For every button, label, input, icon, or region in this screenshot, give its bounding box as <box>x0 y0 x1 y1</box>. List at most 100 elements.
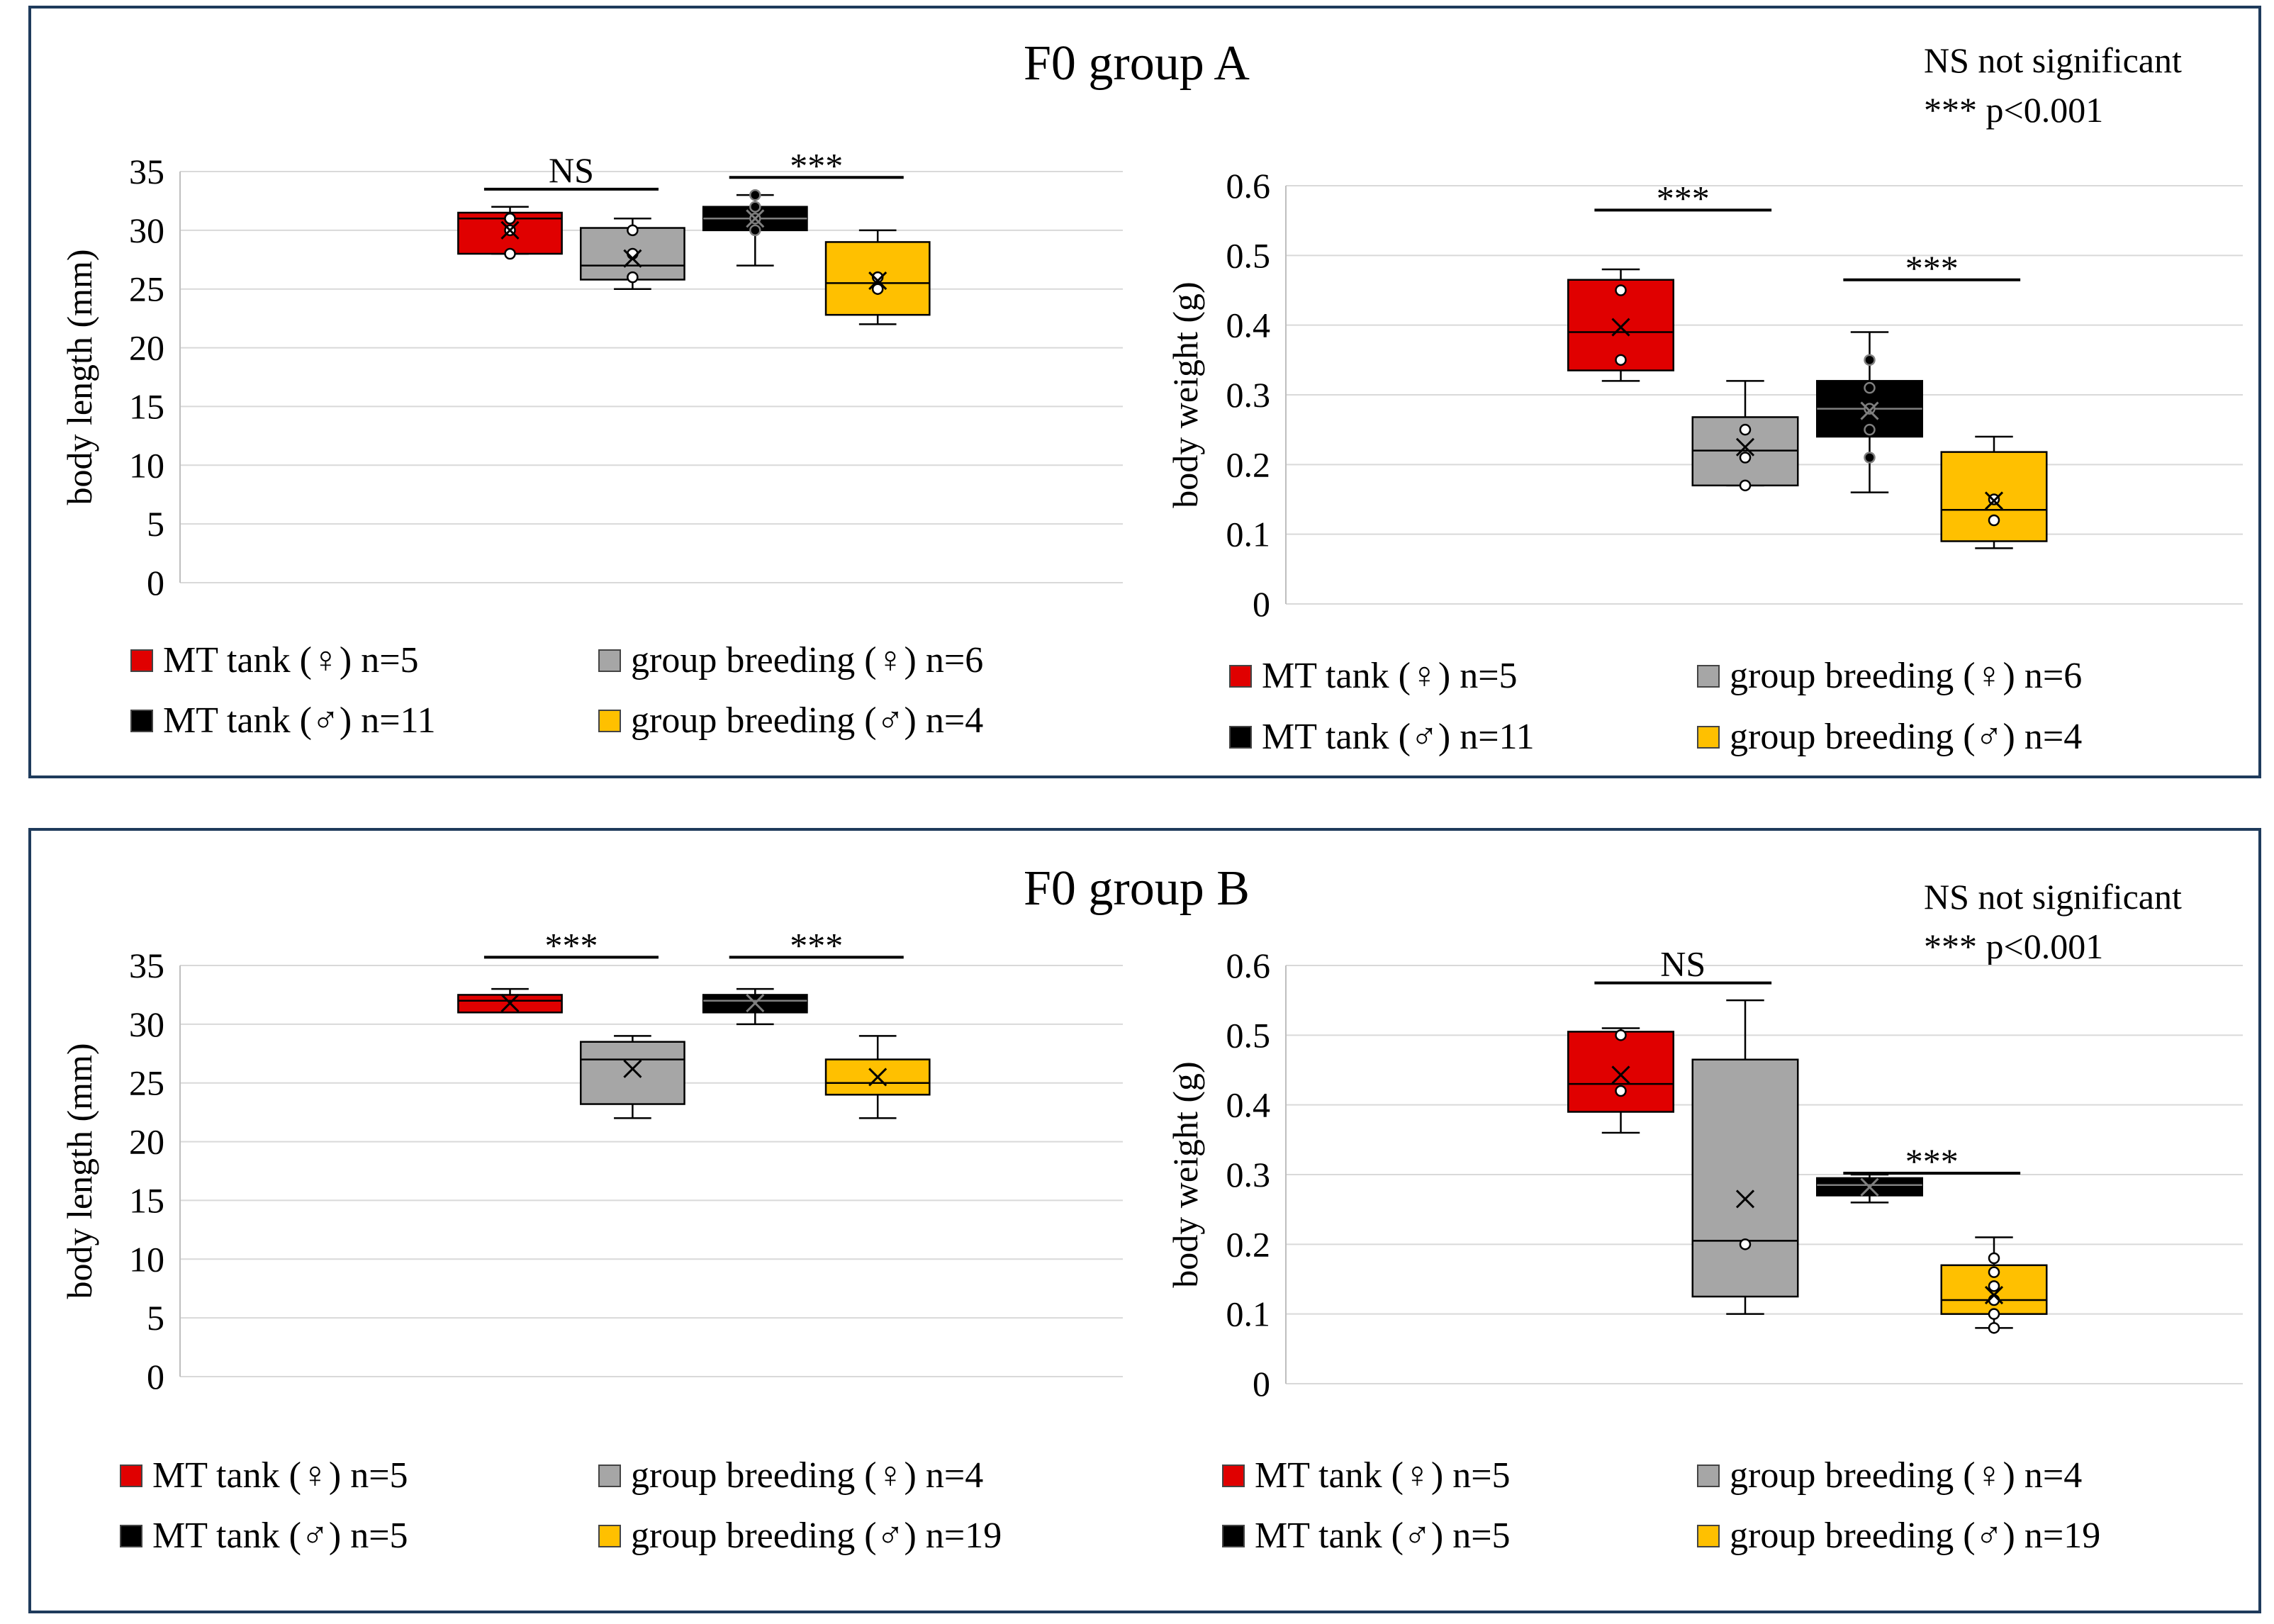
legend-item: MT tank (♀) n=5 <box>1229 655 1518 697</box>
data-point <box>1739 423 1752 436</box>
legend-label: group breeding (♀) n=6 <box>631 640 984 681</box>
legend-item: group breeding (♂) n=19 <box>598 1515 1002 1557</box>
mean-marker <box>1611 318 1630 337</box>
legend-item: group breeding (♀) n=6 <box>598 639 983 681</box>
legend-item: MT tank (♀) n=5 <box>1222 1455 1511 1496</box>
box-gray <box>1691 1058 1799 1298</box>
data-point <box>1615 284 1627 296</box>
legend-item: group breeding (♀) n=4 <box>1697 1455 2082 1496</box>
legend-label: group breeding (♂) n=19 <box>631 1516 1002 1556</box>
significance-label: *** <box>1905 248 1959 288</box>
mean-marker <box>500 220 520 240</box>
legend-item: MT tank (♂) n=11 <box>130 700 436 741</box>
note-p: *** p<0.001 <box>1924 926 2104 966</box>
y-tick-label: 0.6 <box>1226 946 1271 985</box>
legend-item: MT tank (♂) n=5 <box>1222 1515 1511 1557</box>
legend-label: group breeding (♂) n=19 <box>1730 1516 2101 1556</box>
legend-swatch <box>130 649 153 672</box>
significance-label: NS <box>549 150 594 190</box>
significance-label: *** <box>1905 1141 1959 1181</box>
mean-marker <box>623 1059 642 1078</box>
legend-label: group breeding (♀) n=4 <box>631 1455 984 1496</box>
legend-label: MT tank (♀) n=5 <box>1262 656 1518 696</box>
data-point <box>627 271 639 284</box>
legend-swatch <box>1697 1524 1720 1547</box>
panel-title: F0 group B <box>1024 861 1250 916</box>
legend-label: MT tank (♂) n=5 <box>1255 1516 1511 1556</box>
mean-marker <box>1735 1189 1755 1209</box>
data-point <box>504 247 516 260</box>
legend-swatch <box>1229 664 1252 688</box>
y-tick-label: 35 <box>129 152 164 191</box>
legend-item: MT tank (♂) n=5 <box>120 1515 408 1557</box>
y-tick-label: 0 <box>147 563 164 603</box>
legend-item: MT tank (♂) n=11 <box>1229 716 1535 758</box>
note-p: *** p<0.001 <box>1924 90 2104 130</box>
y-tick-label: 0.1 <box>1226 515 1271 554</box>
y-tick-label: 0.5 <box>1226 1015 1271 1055</box>
legend-swatch <box>598 1464 621 1487</box>
y-tick-label: 25 <box>129 1063 164 1103</box>
data-point <box>1988 1266 2000 1278</box>
data-point <box>749 224 761 237</box>
data-point <box>1988 1322 2000 1334</box>
data-point <box>1864 354 1876 366</box>
mean-marker <box>1984 1286 2004 1305</box>
y-tick-label: 20 <box>129 1122 164 1162</box>
data-point <box>1864 403 1876 415</box>
legend-item: group breeding (♂) n=4 <box>1697 716 2082 758</box>
legend-swatch <box>120 1524 142 1547</box>
y-tick-label: 20 <box>129 328 164 368</box>
legend-label: group breeding (♂) n=4 <box>1730 717 2083 757</box>
legend-item: MT tank (♀) n=5 <box>130 639 419 681</box>
y-tick-label: 0 <box>1253 584 1270 624</box>
legend-label: MT tank (♀) n=5 <box>163 640 419 681</box>
note-ns: NS not significant <box>1924 877 2182 917</box>
significance-label: *** <box>1657 178 1710 218</box>
y-tick-label: 15 <box>129 386 164 426</box>
legend-swatch <box>598 1524 621 1547</box>
legend-swatch <box>1697 1464 1720 1487</box>
legend-swatch <box>598 709 621 732</box>
y-tick-label: 0.2 <box>1226 444 1271 484</box>
y-tick-label: 0 <box>147 1357 164 1396</box>
y-tick-label: 5 <box>147 1298 164 1338</box>
legend-label: MT tank (♀) n=5 <box>152 1455 408 1496</box>
note-ns: NS not significant <box>1924 40 2182 80</box>
y-tick-label: 0 <box>1253 1364 1270 1404</box>
y-tick-label: 10 <box>129 1239 164 1279</box>
mean-marker <box>1984 491 2004 510</box>
data-point <box>749 201 761 213</box>
y-axis-label: body weight (g) <box>1165 281 1205 508</box>
data-point <box>1988 1252 2000 1265</box>
legend-swatch <box>1222 1524 1245 1547</box>
legend-label: MT tank (♂) n=5 <box>152 1516 408 1556</box>
box-gray <box>580 1041 685 1105</box>
legend-item: group breeding (♀) n=6 <box>1697 655 2082 697</box>
panel-group-b: F0 group B NS not significant *** p<0.00… <box>28 828 2261 1613</box>
mean-marker <box>868 271 887 291</box>
chart-a-body-weight: 0 0.1 0.2 0.3 0.4 0.5 0.6 body weight (g) *** *** <box>1165 166 2243 624</box>
panel-group-a: F0 group A NS not significant *** p<0.00… <box>28 6 2261 778</box>
y-axis-label: body length (mm) <box>60 1043 99 1299</box>
data-point <box>1988 1280 2000 1292</box>
y-tick-label: 0.4 <box>1226 306 1271 345</box>
legend-swatch <box>598 649 621 672</box>
y-tick-label: 30 <box>129 1004 164 1044</box>
legend-swatch <box>1697 725 1720 749</box>
legend-label: MT tank (♂) n=11 <box>163 700 436 741</box>
y-tick-label: 0.6 <box>1226 166 1271 206</box>
y-tick-label: 30 <box>129 211 164 250</box>
data-point <box>504 213 516 225</box>
data-point <box>1988 1308 2000 1320</box>
y-axis-label: body length (mm) <box>60 249 99 505</box>
legend-label: group breeding (♀) n=6 <box>1730 656 2083 696</box>
y-tick-label: 0.3 <box>1226 1155 1271 1194</box>
mean-marker <box>1860 401 1879 420</box>
mean-marker <box>868 1068 887 1087</box>
chart-b-body-weight: 0 0.1 0.2 0.3 0.4 0.5 0.6 body weight (g) NS *** <box>1165 944 2243 1404</box>
box-red <box>457 994 563 1014</box>
legend-swatch <box>1222 1464 1245 1487</box>
legend-label: MT tank (♀) n=5 <box>1255 1455 1511 1496</box>
data-point <box>749 189 761 201</box>
